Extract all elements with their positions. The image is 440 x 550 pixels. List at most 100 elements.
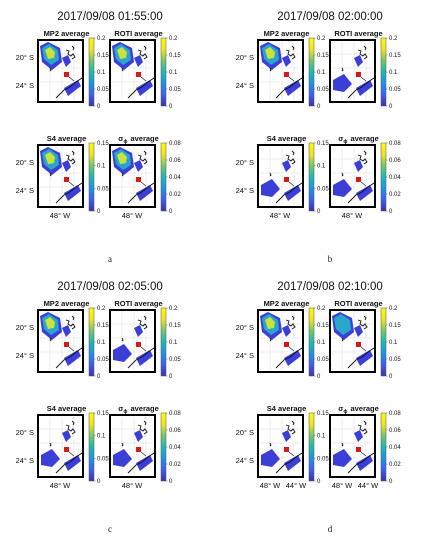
longitude-label: 48° W	[270, 211, 291, 220]
activity-patch	[282, 55, 291, 67]
longitude-label: 48° W	[342, 211, 363, 220]
latitude-label: 20° S	[236, 158, 254, 167]
colorbar-tick-label: 0.05	[317, 186, 329, 192]
station-marker	[284, 342, 289, 347]
activity-patch	[282, 430, 291, 442]
latitude-label: 20° S	[236, 428, 254, 437]
island-outline	[285, 420, 296, 435]
latitude-label: 24° S	[236, 351, 254, 360]
island-outline	[285, 150, 296, 165]
colorbar-tick-label: 0.2	[97, 36, 106, 42]
colorbar-tick-label: 0.15	[97, 53, 109, 59]
activity-patch	[64, 455, 81, 471]
activity-patch	[113, 449, 132, 467]
coastline	[127, 77, 155, 99]
map-panel: S4 average 20° S 24° S 48° W 0.15 0.1 0.05 0	[236, 134, 330, 220]
island-outline	[269, 67, 272, 72]
island-outline	[341, 67, 344, 72]
colorbar-tick-label: 0.1	[169, 70, 178, 76]
activity-patch	[333, 449, 352, 467]
colorbar-tick-label: 0.2	[169, 36, 178, 42]
panel-title-text: average	[350, 134, 378, 143]
colorbar-tick-label: 0.05	[317, 87, 329, 93]
longitude-label: 48° W	[122, 211, 143, 220]
colorbar-tick-label: 0.02	[169, 192, 181, 198]
figure-d: 2017/09/08 02:10:00 d MP2 average 20° S 24° …	[236, 281, 402, 534]
colorbar-tick-label: 0.1	[389, 340, 398, 346]
island-outline	[65, 420, 76, 435]
figure-caption: a	[108, 254, 112, 264]
panel-title: ROTI average	[114, 299, 162, 308]
station-marker	[136, 72, 141, 77]
activity-patch	[261, 449, 280, 467]
activity-patch	[64, 185, 81, 201]
colorbar-tick-label: 0.15	[389, 323, 401, 329]
panel-title: S4 average	[267, 404, 307, 413]
island-outline	[285, 315, 296, 330]
colorbar-tick-label: 0.08	[389, 141, 401, 147]
activity-patch	[354, 160, 363, 172]
map-panel: S4 average 20° S 24° S 48° W 0.15 0.1 0.05 0	[16, 134, 110, 220]
station-marker	[356, 447, 361, 452]
station-marker	[284, 72, 289, 77]
colorbar-tick-label: 0.15	[317, 323, 329, 329]
map-panel: ROTI average 0.2 0.15 0.1 0.05 0	[329, 299, 401, 380]
colorbar	[89, 308, 94, 376]
latitude-label: 24° S	[16, 456, 34, 465]
colorbar-tick-label: 0.04	[169, 445, 181, 451]
figure-caption: c	[108, 524, 112, 534]
colorbar-tick-label: 0	[389, 479, 393, 485]
activity-patch	[62, 55, 71, 67]
panel-title: σϕ average	[118, 404, 159, 415]
map-panel: σϕ average 48° W 0.08 0.06 0.04 0.02 0	[109, 134, 181, 220]
colorbar-tick-label: 0.15	[317, 411, 329, 417]
coastline	[347, 77, 375, 99]
station-marker	[64, 447, 69, 452]
figure-b: 2017/09/08 02:00:00 b MP2 average 20° S 24° …	[236, 11, 402, 264]
map-frame	[109, 414, 156, 478]
station-track	[288, 76, 295, 82]
colorbar-tick-label: 0.05	[169, 87, 181, 93]
activity-patch-peak	[45, 152, 55, 164]
station-marker	[356, 72, 361, 77]
activity-patch	[64, 350, 81, 366]
coastline	[347, 347, 375, 369]
map-panel: ROTI average 0.2 0.15 0.1 0.05 0	[329, 29, 401, 110]
activity-patch	[354, 430, 363, 442]
map-panel: ROTI average 0.2 0.15 0.1 0.05 0	[109, 299, 181, 380]
activity-patch	[62, 160, 71, 172]
activity-patch	[354, 325, 363, 337]
colorbar-frame	[88, 142, 95, 212]
colorbar	[381, 38, 386, 106]
station-track	[360, 451, 367, 457]
station-marker	[284, 447, 289, 452]
station-track	[360, 76, 367, 82]
latitude-label: 24° S	[16, 81, 34, 90]
panel-title: ROTI average	[334, 299, 382, 308]
map-panel: MP2 average 20° S 24° S 0.2 0.15 0.1 0.05 0	[16, 29, 110, 110]
map-frame	[329, 144, 376, 208]
colorbar-tick-label: 0	[97, 209, 101, 215]
station-track	[140, 181, 147, 187]
colorbar-tick-label: 0	[169, 479, 173, 485]
colorbar-tick-label: 0.2	[97, 306, 106, 312]
colorbar-frame	[88, 412, 95, 482]
panel-title: σϕ average	[338, 134, 379, 145]
colorbar-tick-label: 0	[317, 104, 321, 110]
activity-patch	[136, 80, 153, 96]
colorbar-tick-label: 0.05	[97, 87, 109, 93]
colorbar	[309, 143, 314, 211]
coastline	[347, 452, 375, 474]
panel-title: ROTI average	[114, 29, 162, 38]
station-marker	[136, 342, 141, 347]
colorbar-tick-label: 0.04	[389, 175, 401, 181]
colorbar-tick-label: 0.1	[317, 70, 326, 76]
map-frame	[109, 309, 156, 373]
colorbar-tick-label: 0.2	[317, 306, 326, 312]
activity-patch	[136, 185, 153, 201]
colorbar-tick-label: 0.04	[389, 445, 401, 451]
latitude-label: 24° S	[16, 351, 34, 360]
activity-patch	[284, 185, 301, 201]
island-outline	[49, 337, 52, 342]
